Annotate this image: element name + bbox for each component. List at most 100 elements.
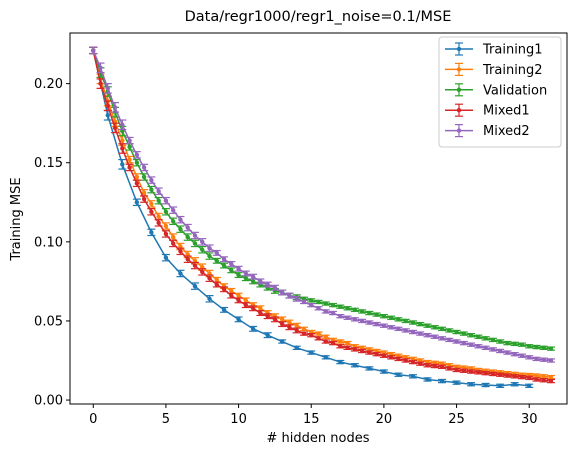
data-point [178,226,183,232]
x-tick-label: 5 [162,412,170,427]
data-point [279,290,285,295]
data-point [221,257,227,262]
data-point [454,329,459,335]
data-point [519,374,525,380]
data-point [214,282,219,287]
data-point [534,344,539,350]
legend-label: Validation [483,83,547,98]
chart-title: Data/regr1000/regr1_noise=0.1/MSE [185,9,452,25]
y-tick-label: 0.10 [34,235,63,250]
data-point [134,160,140,165]
data-point [388,325,394,330]
legend: Training1 Training2 Validation Mixed1 Mixed2 [438,36,562,148]
data-point [505,350,510,355]
data-point [105,113,110,118]
data-point [548,374,554,380]
legend-item-mixed1: Mixed1 [445,103,530,119]
legend-item-mixed2: Mixed2 [445,123,530,139]
data-point [403,328,408,333]
data-point [112,125,118,131]
data-point [287,293,292,298]
data-point [134,200,140,205]
data-point [200,247,205,252]
data-point [461,340,467,346]
data-point [170,219,176,224]
plot-frame [69,32,568,405]
x-axis-label: # hidden nodes [267,431,370,446]
data-point [163,223,169,229]
data-point [185,257,190,262]
data-point [214,250,219,256]
x-tick-label: 10 [230,412,247,427]
data-point [192,241,198,246]
data-point [396,326,401,332]
data-point [134,181,140,186]
data-point [258,279,263,284]
legend-label: Training2 [482,63,543,78]
x-axis: 0 5 10 15 20 25 30 [89,404,537,427]
data-point [345,315,350,320]
data-point [236,272,241,278]
legend-box [438,36,562,148]
data-point [236,293,241,298]
data-point [163,209,169,214]
data-point [483,382,488,388]
data-point [301,326,307,332]
data-point [178,249,183,254]
data-point [156,198,161,203]
data-point [403,318,408,324]
data-point [468,369,474,374]
data-point [330,302,336,308]
data-point [425,332,430,338]
data-point [381,369,387,374]
data-point [432,363,437,369]
legend-marker [456,128,462,133]
data-point [418,361,423,366]
data-point [156,214,161,219]
data-point [345,306,350,311]
data-point [425,377,430,382]
data-point [461,331,467,336]
data-point [483,370,488,376]
data-point [352,307,358,313]
data-point [338,339,343,344]
data-point [468,342,474,347]
data-point [309,332,314,338]
data-point [534,377,539,382]
data-point [512,374,517,379]
data-point [258,310,263,316]
data-point [352,347,358,352]
data-point [403,358,408,363]
data-point [279,317,285,322]
data-point [120,138,125,143]
data-point [192,263,198,268]
data-point [98,81,103,86]
data-point [294,323,299,328]
data-point [250,279,256,284]
series-line [92,50,552,350]
data-point [221,307,227,313]
legend-item-validation: Validation [445,83,547,98]
y-tick-label: 0.15 [34,156,63,171]
data-point [170,241,176,246]
data-point [439,336,445,341]
data-point [287,320,292,325]
data-point [476,344,481,349]
data-point [396,372,401,377]
data-point [512,382,517,387]
data-point [156,220,161,226]
data-point [548,358,554,363]
y-tick-label: 0.05 [34,314,63,329]
data-point [149,201,154,207]
y-axis: 0.00 0.05 0.10 0.15 0.20 [34,77,70,409]
data-point [98,65,103,71]
data-point [381,353,387,358]
data-point [490,337,496,343]
data-point [388,315,394,320]
data-point [149,209,154,214]
data-point [120,162,125,167]
data-point [127,144,132,150]
data-point [120,146,125,151]
data-point [207,253,212,259]
